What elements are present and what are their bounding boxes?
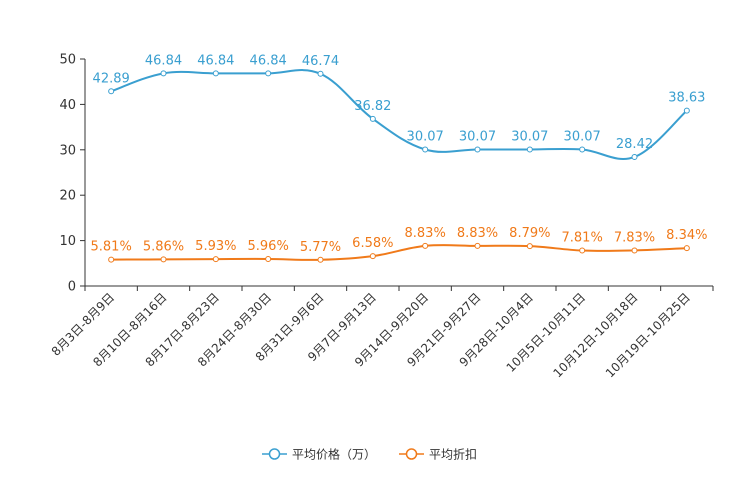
series-1-point[interactable] <box>160 256 167 263</box>
series-0-data-label: 46.74 <box>302 54 339 69</box>
series-1-point[interactable] <box>369 253 376 260</box>
series-1-data-label: 8.34% <box>666 228 707 243</box>
series-0-data-label: 30.07 <box>459 129 496 144</box>
series-0-point[interactable] <box>474 146 481 153</box>
series-0-point[interactable] <box>422 146 429 153</box>
series-0-point[interactable] <box>369 115 376 122</box>
legend-item-1[interactable]: 平均折扣 <box>399 447 477 462</box>
series-0-data-label: 30.07 <box>407 129 444 144</box>
series-0-data-label: 46.84 <box>145 53 182 68</box>
series-0-point[interactable] <box>212 70 219 77</box>
series-1-point[interactable] <box>579 247 586 254</box>
y-tick-label: 50 <box>59 53 76 68</box>
series-0-point[interactable] <box>108 88 115 95</box>
series-0-point[interactable] <box>265 70 272 77</box>
series-1-data-label: 5.77% <box>300 240 341 255</box>
legend-item-0[interactable]: 平均价格（万） <box>262 447 376 462</box>
series-1-data-label: 5.86% <box>143 239 184 254</box>
data-labels: 42.89 46.84 46.84 46.84 46.74 36.82 30.07 30.07… <box>91 53 708 254</box>
series-layer <box>108 69 690 263</box>
y-tick-label: 20 <box>59 189 76 204</box>
series-1-data-label: 8.83% <box>405 226 446 241</box>
legend[interactable]: 平均价格（万） 平均折扣 <box>262 447 477 462</box>
series-1-data-label: 5.93% <box>195 239 236 254</box>
series-1-point[interactable] <box>683 245 690 252</box>
series-1-point[interactable] <box>108 256 115 263</box>
series-1-point[interactable] <box>317 256 324 263</box>
series-1-data-label: 7.83% <box>614 230 655 245</box>
series-1-data-label: 5.96% <box>248 239 289 254</box>
series-1-point[interactable] <box>212 256 219 263</box>
series-1-point[interactable] <box>422 242 429 249</box>
y-axis: 0 10 20 30 40 50 <box>59 53 86 295</box>
series-0-data-label: 30.07 <box>564 129 601 144</box>
series-0-data-label: 46.84 <box>197 53 234 68</box>
series-0-data-label: 30.07 <box>511 129 548 144</box>
series-0-point[interactable] <box>526 146 533 153</box>
series-line-0 <box>110 69 688 160</box>
series-0-data-label: 28.42 <box>616 137 653 152</box>
x-axis: 8月3日-8月9日8月10日-8月16日8月17日-8月23日8月24日-8月3… <box>49 285 714 380</box>
series-1-data-label: 7.81% <box>562 231 603 246</box>
legend-circle-icon <box>405 448 418 460</box>
series-1-point[interactable] <box>526 243 533 250</box>
series-1-point[interactable] <box>631 247 638 254</box>
series-1-data-label: 8.83% <box>457 226 498 241</box>
series-1-data-label: 6.58% <box>352 236 393 251</box>
y-tick-label: 40 <box>59 98 76 113</box>
series-0-point[interactable] <box>160 70 167 77</box>
series-0-point[interactable] <box>683 107 690 114</box>
series-line-1 <box>111 244 687 261</box>
y-tick-label: 30 <box>59 143 76 158</box>
series-1-point[interactable] <box>265 255 272 262</box>
series-1-data-label: 8.79% <box>509 226 550 241</box>
legend-circle-icon <box>268 448 281 460</box>
y-tick-label: 10 <box>59 234 76 249</box>
series-0-data-label: 36.82 <box>354 99 391 114</box>
series-0-point[interactable] <box>579 146 586 153</box>
legend-label: 平均价格（万） <box>292 447 376 462</box>
y-tick-label: 0 <box>68 280 76 295</box>
series-0-data-label: 46.84 <box>250 53 287 68</box>
series-1-point[interactable] <box>474 242 481 249</box>
series-1-data-label: 5.81% <box>91 240 132 255</box>
series-0-data-label: 38.63 <box>668 91 705 106</box>
series-0-point[interactable] <box>317 70 324 77</box>
series-0-point[interactable] <box>631 153 638 160</box>
legend-label: 平均折扣 <box>429 447 477 462</box>
series-0-data-label: 42.89 <box>93 71 130 86</box>
